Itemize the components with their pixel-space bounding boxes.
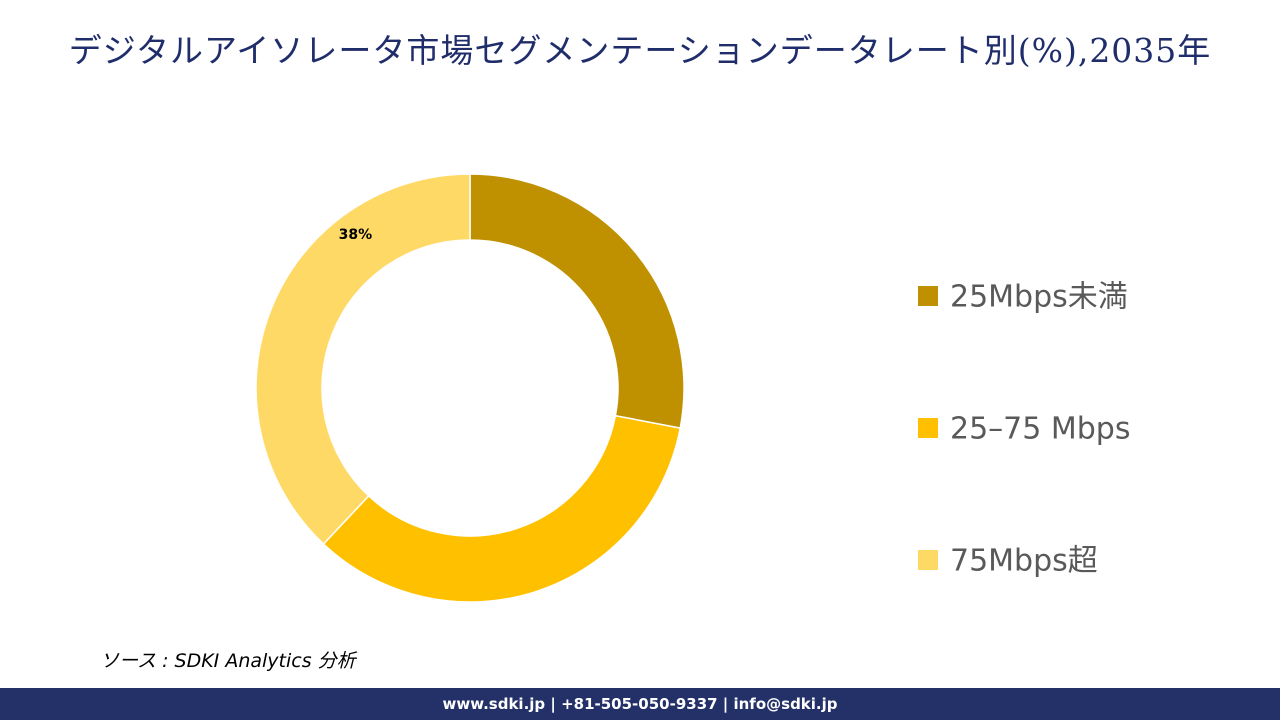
legend-swatch: [918, 286, 938, 306]
donut-segment: [255, 173, 471, 546]
legend-label: 25Mbps未満: [950, 280, 1128, 315]
legend-swatch: [918, 418, 938, 438]
chart: 25Mbps未満 25–75 Mbps 38% 75Mbps超: [255, 173, 1130, 603]
data-label: 38%: [339, 227, 373, 243]
source-note: ソース : SDKI Analytics 分析: [100, 650, 356, 672]
donut-segment: [322, 414, 682, 603]
legend-label: 25–75 Mbps: [950, 412, 1130, 447]
legend-label: 75Mbps超: [950, 544, 1098, 579]
chart-title: デジタルアイソレータ市場セグメンテーションデータレート別(%),2035年: [68, 31, 1212, 70]
footer: www.sdki.jp | +81-505-050-9337 | info@sd…: [0, 688, 1280, 720]
donut-segment: [469, 173, 685, 429]
legend-swatch: [918, 550, 938, 570]
